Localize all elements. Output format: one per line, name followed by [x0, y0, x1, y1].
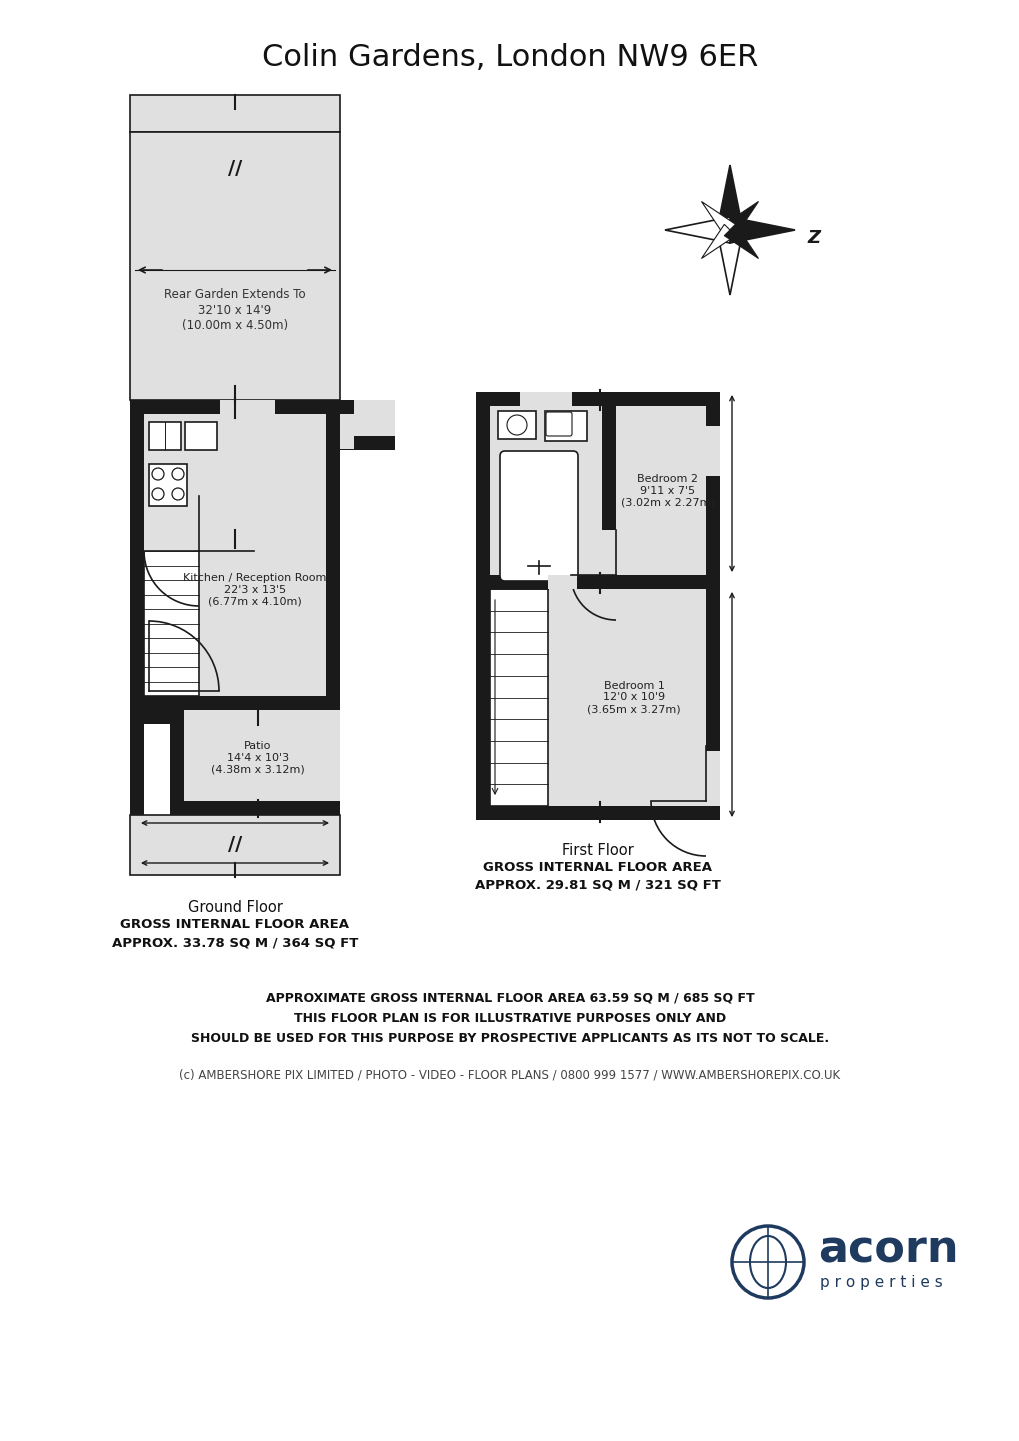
Polygon shape — [723, 202, 758, 236]
Text: First Floor: First Floor — [561, 843, 633, 857]
Polygon shape — [716, 231, 742, 295]
FancyBboxPatch shape — [545, 412, 572, 437]
Bar — [705, 751, 719, 806]
Bar — [544, 411, 586, 441]
Polygon shape — [701, 202, 735, 236]
Text: Bedroom 2
9'11 x 7'5
(3.02m x 2.27m): Bedroom 2 9'11 x 7'5 (3.02m x 2.27m) — [621, 474, 714, 507]
Bar — [354, 401, 394, 437]
Bar — [339, 414, 354, 450]
Bar — [184, 422, 217, 450]
Text: Z: Z — [806, 229, 819, 246]
Bar — [170, 710, 339, 816]
Bar — [601, 530, 615, 575]
Bar — [149, 422, 180, 450]
FancyBboxPatch shape — [499, 451, 578, 581]
Bar — [129, 95, 339, 133]
Text: Ground Floor: Ground Floor — [187, 901, 282, 915]
Text: Bedroom 1
12'0 x 10'9
(3.65m x 3.27m): Bedroom 1 12'0 x 10'9 (3.65m x 3.27m) — [587, 682, 680, 715]
Bar — [220, 401, 275, 414]
Bar — [489, 589, 547, 806]
Text: Patio
14'4 x 10'3
(4.38m x 3.12m): Patio 14'4 x 10'3 (4.38m x 3.12m) — [211, 742, 305, 775]
Bar — [489, 575, 705, 589]
Text: //: // — [227, 834, 242, 853]
Text: (c) AMBERSHORE PIX LIMITED / PHOTO - VIDEO - FLOOR PLANS / 0800 999 1577 / WWW.A: (c) AMBERSHORE PIX LIMITED / PHOTO - VID… — [179, 1068, 840, 1082]
Bar — [129, 816, 339, 875]
Polygon shape — [716, 166, 742, 231]
Bar — [183, 710, 339, 801]
Polygon shape — [730, 218, 794, 244]
Text: APPROX. 29.81 SQ M / 321 SQ FT: APPROX. 29.81 SQ M / 321 SQ FT — [475, 879, 720, 892]
Bar — [497, 411, 535, 440]
Text: APPROX. 33.78 SQ M / 364 SQ FT: APPROX. 33.78 SQ M / 364 SQ FT — [112, 937, 358, 950]
Polygon shape — [701, 225, 735, 258]
Bar — [547, 575, 577, 589]
Bar — [144, 414, 326, 696]
Text: APPROXIMATE GROSS INTERNAL FLOOR AREA 63.59 SQ M / 685 SQ FT: APPROXIMATE GROSS INTERNAL FLOOR AREA 63… — [265, 991, 754, 1004]
Bar — [129, 710, 144, 816]
Text: Kitchen / Reception Room
22'3 x 13'5
(6.77m x 4.10m): Kitchen / Reception Room 22'3 x 13'5 (6.… — [183, 574, 326, 607]
Bar — [601, 406, 615, 575]
Text: acorn: acorn — [817, 1229, 958, 1271]
Text: THIS FLOOR PLAN IS FOR ILLUSTRATIVE PURPOSES ONLY AND: THIS FLOOR PLAN IS FOR ILLUSTRATIVE PURP… — [293, 1012, 726, 1025]
Text: SHOULD BE USED FOR THIS PURPOSE BY PROSPECTIVE APPLICANTS AS ITS NOT TO SCALE.: SHOULD BE USED FOR THIS PURPOSE BY PROSP… — [191, 1032, 828, 1045]
Bar — [129, 133, 339, 401]
Text: GROSS INTERNAL FLOOR AREA: GROSS INTERNAL FLOOR AREA — [483, 862, 712, 875]
Text: p r o p e r t i e s: p r o p e r t i e s — [819, 1274, 942, 1290]
Bar — [339, 401, 394, 450]
Polygon shape — [723, 225, 758, 258]
Bar — [489, 406, 705, 806]
Text: //: // — [227, 159, 242, 177]
Text: Rear Garden Extends To
32'10 x 14'9
(10.00m x 4.50m): Rear Garden Extends To 32'10 x 14'9 (10.… — [164, 288, 306, 331]
Polygon shape — [664, 218, 730, 244]
Text: GROSS INTERNAL FLOOR AREA: GROSS INTERNAL FLOOR AREA — [120, 918, 350, 931]
Bar — [489, 406, 601, 575]
Bar — [129, 710, 183, 723]
Bar — [476, 392, 719, 820]
Bar — [129, 401, 339, 710]
Bar — [149, 464, 186, 506]
Text: Colin Gardens, London NW9 6ER: Colin Gardens, London NW9 6ER — [262, 43, 757, 72]
Bar — [144, 550, 199, 696]
Bar — [520, 392, 572, 406]
Bar — [705, 427, 719, 476]
